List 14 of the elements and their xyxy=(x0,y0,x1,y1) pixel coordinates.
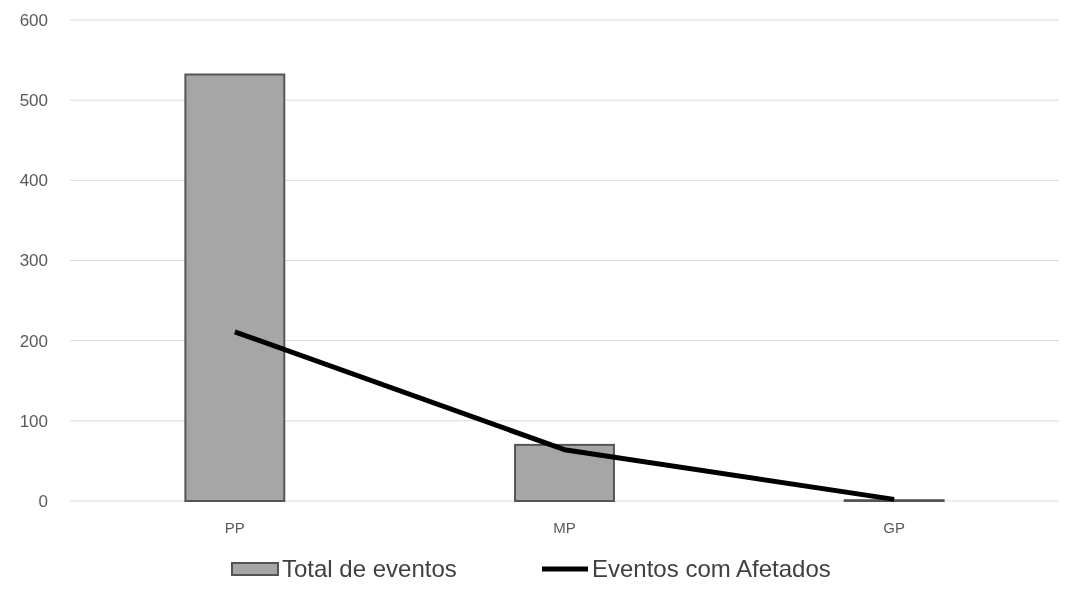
legend-label: Total de eventos xyxy=(282,555,457,583)
y-tick-label: 300 xyxy=(19,251,48,271)
y-tick-label: 200 xyxy=(19,331,48,351)
x-tick-label: MP xyxy=(553,519,576,536)
y-tick-label: 500 xyxy=(19,91,48,111)
legend-label: Eventos com Afetados xyxy=(592,555,831,583)
bar xyxy=(514,443,615,502)
y-tick-label: 400 xyxy=(19,171,48,191)
x-tick-label: GP xyxy=(883,519,906,536)
x-tick-label: PP xyxy=(224,519,245,536)
y-tick-label: 0 xyxy=(38,491,48,511)
y-tick-label: 600 xyxy=(19,10,48,30)
bar xyxy=(184,73,286,502)
y-tick-label: 100 xyxy=(19,411,48,431)
